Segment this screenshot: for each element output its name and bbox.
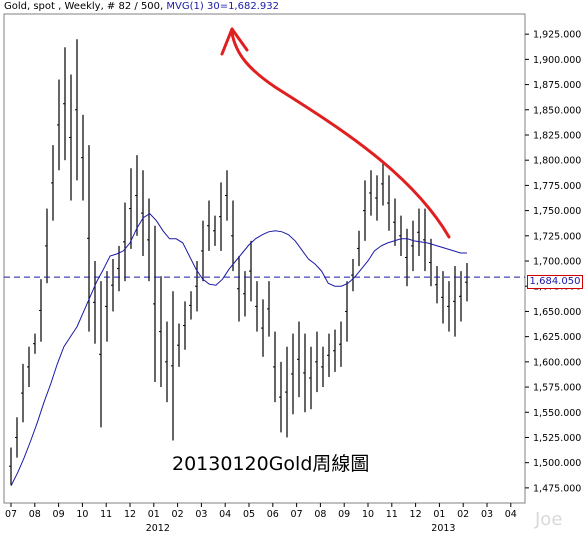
x-tick-label: 10 [76,509,88,520]
y-tick-label: 1,525.000 [533,433,581,444]
x-tick-label: 07 [291,509,303,520]
y-tick-label: 1,650.000 [533,307,581,318]
series-label: Gold, spot , Weekly, # 82 / 500, [4,1,164,12]
x-axis: 07 08 09 10 11 12 01 02 03 04 05 06 07 08 09 10 11 12 01 02… [5,503,517,534]
watermark: Joe [535,509,563,530]
x-tick-label: 03 [481,509,493,520]
x-tick-label: 05 [243,509,255,520]
y-tick-label: 1,550.000 [533,408,581,419]
x-tick-label: 06 [267,509,279,520]
y-tick-label: 1,475.000 [533,483,581,494]
y-tick-label: 1,775.000 [533,181,581,192]
chart-caption: 20130120Gold周線圖 [172,453,370,475]
y-tick-label: 1,750.000 [533,206,581,217]
y-axis: 1,475.000 1,500.000 1,525.000 1,550.000 1,57… [525,30,581,494]
x-tick-label: 09 [338,509,350,520]
x-tick-label: 03 [195,509,207,520]
x-tick-label: 01 [148,509,160,520]
x-tick-label: 04 [219,509,231,520]
x-tick-label: 04 [505,509,517,520]
moving-average-label: MVG(1) 30=1,682.932 [166,1,279,12]
y-tick-label: 1,825.000 [533,130,581,141]
y-tick-label: 1,575.000 [533,383,581,394]
y-tick-label: 1,850.000 [533,105,581,116]
y-tick-label: 1,600.000 [533,357,581,368]
x-tick-label: 08 [314,509,326,520]
x-tick-label: 10 [362,509,374,520]
y-tick-label: 1,725.000 [533,231,581,242]
current-price-tag: 1,684.050 [527,275,583,289]
year-label: 2013 [431,523,455,534]
y-tick-label: 1,800.000 [533,156,581,167]
moving-average-line [10,212,467,487]
x-tick-label: 12 [124,509,136,520]
y-tick-label: 1,625.000 [533,332,581,343]
plot-frame [3,13,526,504]
x-tick-label: 02 [457,509,469,520]
y-tick-label: 1,700.000 [533,257,581,268]
x-tick-label: 02 [172,509,184,520]
y-tick-label: 1,925.000 [533,30,581,41]
x-tick-label: 07 [5,509,17,520]
chart-header: Gold, spot , Weekly, # 82 / 500, MVG(1) … [4,1,279,12]
y-tick-label: 1,900.000 [533,55,581,66]
x-tick-label: 08 [29,509,41,520]
x-tick-label: 12 [410,509,422,520]
x-tick-label: 11 [100,509,112,520]
y-tick-label: 1,875.000 [533,80,581,91]
annotation-arrow [220,27,451,239]
year-label: 2012 [146,523,170,534]
x-tick-label: 01 [433,509,445,520]
price-bars [9,39,468,485]
x-tick-label: 09 [53,509,65,520]
y-tick-label: 1,500.000 [533,458,581,469]
x-tick-label: 11 [386,509,398,520]
